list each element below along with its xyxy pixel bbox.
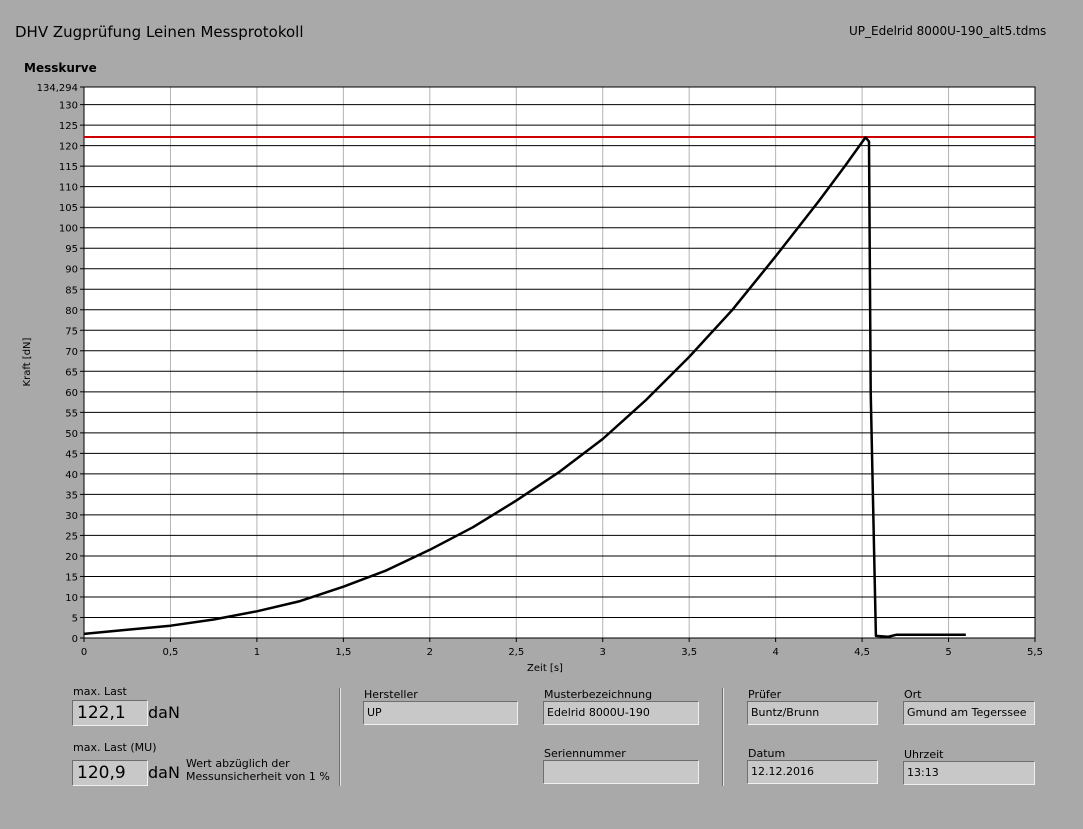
x-tick-label: 4 — [772, 647, 778, 658]
y-tick-label: 35 — [65, 490, 78, 501]
x-tick-label: 0 — [81, 647, 87, 658]
x-tick-label: 1,5 — [335, 647, 351, 658]
result-label: max. Last — [73, 685, 127, 698]
y-tick-label: 75 — [65, 326, 78, 337]
y-tick-label: 50 — [65, 429, 78, 440]
y-tick-label: 15 — [65, 572, 78, 583]
y-tick-label: 85 — [65, 285, 78, 296]
field-label: Ort — [904, 688, 922, 701]
y-tick-label: 110 — [59, 183, 78, 194]
field-label: Uhrzeit — [904, 748, 944, 761]
y-tick-label: 65 — [65, 367, 78, 378]
y-tick-label: 10 — [65, 593, 78, 604]
page-title: DHV Zugprüfung Leinen Messprotokoll — [15, 23, 304, 41]
field-input: UP — [363, 701, 518, 725]
y-tick-label: 100 — [59, 224, 78, 235]
x-axis-label: Zeit [s] — [527, 663, 563, 674]
y-axis-label: Kraft [dN] — [22, 337, 33, 386]
separator — [339, 688, 341, 786]
x-tick-label: 5 — [945, 647, 951, 658]
y-tick-label: 45 — [65, 449, 78, 460]
y-tick-label: 70 — [65, 347, 78, 358]
x-tick-label: 3,5 — [681, 647, 697, 658]
result-unit: daN — [148, 763, 180, 782]
field-label: Seriennummer — [544, 747, 626, 760]
y-tick-label: 120 — [59, 142, 78, 153]
x-tick-label: 4,5 — [854, 647, 870, 658]
y-tick-label: 130 — [59, 101, 78, 112]
field-label: Datum — [748, 747, 786, 760]
x-tick-label: 3 — [600, 647, 606, 658]
y-tick-label: 95 — [65, 244, 78, 255]
x-tick-label: 5,5 — [1027, 647, 1043, 658]
plot-area — [84, 87, 1035, 638]
y-tick-label: 134,294 — [37, 83, 78, 94]
y-tick-label: 105 — [59, 203, 78, 214]
field-label: Hersteller — [364, 688, 418, 701]
plot-border — [83, 86, 1036, 639]
result-value: 122,1 — [72, 700, 148, 726]
y-tick-label: 40 — [65, 470, 78, 481]
y-tick-label: 90 — [65, 265, 78, 276]
y-tick-label: 25 — [65, 531, 78, 542]
field-input — [543, 760, 699, 784]
x-tick-label: 1 — [254, 647, 260, 658]
field-input: Buntz/Brunn — [747, 701, 878, 725]
field-label: Musterbezeichnung — [544, 688, 653, 701]
field-input: Edelrid 8000U-190 — [543, 701, 699, 725]
y-tick-label: 0 — [72, 634, 78, 645]
x-tick-label: 2,5 — [508, 647, 524, 658]
y-tick-label: 20 — [65, 552, 78, 563]
field-input: Gmund am Tegerssee — [903, 701, 1035, 725]
result-note: Wert abzüglich der Messunsicherheit von … — [186, 757, 330, 783]
chart-title: Messkurve — [24, 61, 97, 75]
y-tick-label: 115 — [59, 162, 78, 173]
result-label: max. Last (MU) — [73, 741, 157, 754]
y-tick-label: 60 — [65, 388, 78, 399]
field-label: Prüfer — [748, 688, 782, 701]
y-tick-label: 125 — [59, 121, 78, 132]
y-tick-label: 30 — [65, 511, 78, 522]
x-tick-label: 2 — [427, 647, 433, 658]
file-name: UP_Edelrid 8000U-190_alt5.tdms — [849, 24, 1046, 38]
y-tick-label: 55 — [65, 408, 78, 419]
y-tick-label: 5 — [72, 613, 78, 624]
field-input: 12.12.2016 — [747, 760, 878, 784]
result-value: 120,9 — [72, 760, 148, 786]
separator — [722, 688, 724, 786]
y-tick-label: 80 — [65, 306, 78, 317]
result-unit: daN — [148, 703, 180, 722]
x-tick-label: 0,5 — [163, 647, 179, 658]
field-input: 13:13 — [903, 761, 1035, 785]
force-curve — [83, 136, 966, 639]
